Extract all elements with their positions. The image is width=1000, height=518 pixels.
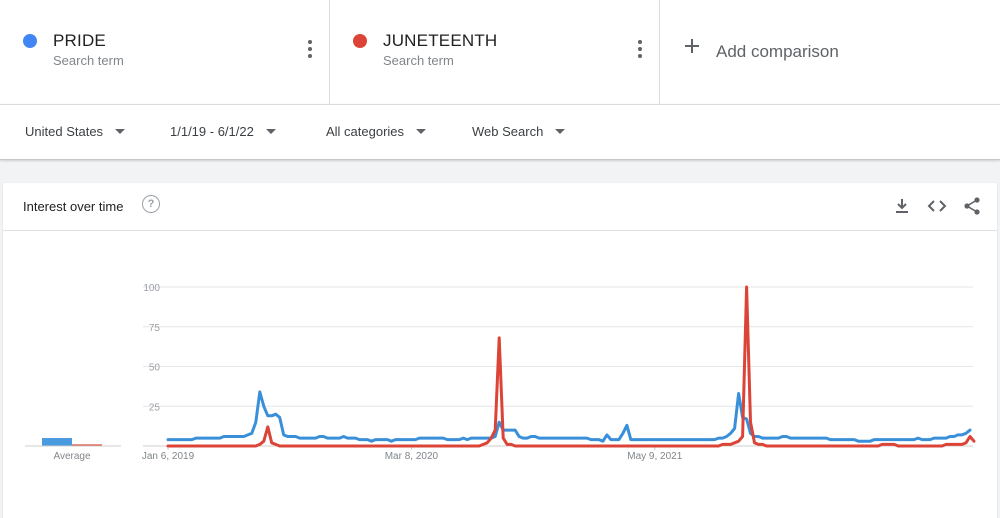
more-vert-icon[interactable] bbox=[637, 40, 643, 58]
caret-down-icon bbox=[115, 129, 125, 134]
interest-over-time-card: Interest over time ? 25 50 75 100 Average Jan… bbox=[3, 183, 997, 518]
average-label: Average bbox=[53, 451, 91, 462]
juneteenth-color-dot bbox=[353, 34, 367, 48]
card-title: Interest over time bbox=[23, 199, 123, 214]
x-tick-label: Jan 6, 2019 bbox=[142, 451, 195, 462]
term-subtitle: Search term bbox=[383, 53, 454, 68]
caret-down-icon bbox=[266, 129, 276, 134]
y-tick-label: 50 bbox=[149, 363, 161, 374]
y-tick-label: 75 bbox=[149, 323, 161, 334]
term-subtitle: Search term bbox=[53, 53, 124, 68]
x-tick-label: Mar 8, 2020 bbox=[385, 451, 439, 462]
search-type-value: Web Search bbox=[472, 124, 543, 139]
share-icon[interactable] bbox=[962, 196, 982, 216]
filter-bar: United States 1/1/19 - 6/1/22 All catego… bbox=[0, 104, 1000, 160]
pride-color-dot bbox=[23, 34, 37, 48]
interest-over-time-chart: 25 50 75 100 Average Jan 6, 2019 Mar 8, 2020 Ma… bbox=[3, 230, 997, 518]
series-line-pride bbox=[168, 392, 970, 441]
term-name[interactable]: JUNETEENTH bbox=[383, 31, 497, 51]
card-header: Interest over time ? bbox=[3, 183, 997, 231]
download-icon[interactable] bbox=[892, 196, 912, 216]
category-dropdown[interactable]: All categories bbox=[326, 124, 426, 139]
embed-icon[interactable] bbox=[927, 196, 947, 216]
category-value: All categories bbox=[326, 124, 404, 139]
help-icon[interactable]: ? bbox=[142, 195, 160, 213]
y-tick-label: 25 bbox=[149, 402, 161, 413]
y-tick-label: 100 bbox=[143, 283, 160, 294]
average-bar bbox=[42, 438, 72, 446]
search-type-dropdown[interactable]: Web Search bbox=[472, 124, 565, 139]
region-value: United States bbox=[25, 124, 103, 139]
term-name[interactable]: PRIDE bbox=[53, 31, 106, 51]
more-vert-icon[interactable] bbox=[307, 40, 313, 58]
add-comparison-label: Add comparison bbox=[716, 42, 839, 62]
region-dropdown[interactable]: United States bbox=[25, 124, 125, 139]
date-range-value: 1/1/19 - 6/1/22 bbox=[170, 124, 254, 139]
x-tick-label: May 9, 2021 bbox=[627, 451, 682, 462]
term-card-juneteenth[interactable]: JUNETEENTH Search term bbox=[330, 0, 660, 104]
plus-icon bbox=[684, 38, 700, 54]
caret-down-icon bbox=[555, 129, 565, 134]
search-terms-bar: PRIDE Search term JUNETEENTH Search term… bbox=[0, 0, 1000, 104]
date-range-dropdown[interactable]: 1/1/19 - 6/1/22 bbox=[170, 124, 276, 139]
add-comparison-button[interactable]: Add comparison bbox=[660, 0, 1000, 104]
term-card-pride[interactable]: PRIDE Search term bbox=[0, 0, 330, 104]
caret-down-icon bbox=[416, 129, 426, 134]
